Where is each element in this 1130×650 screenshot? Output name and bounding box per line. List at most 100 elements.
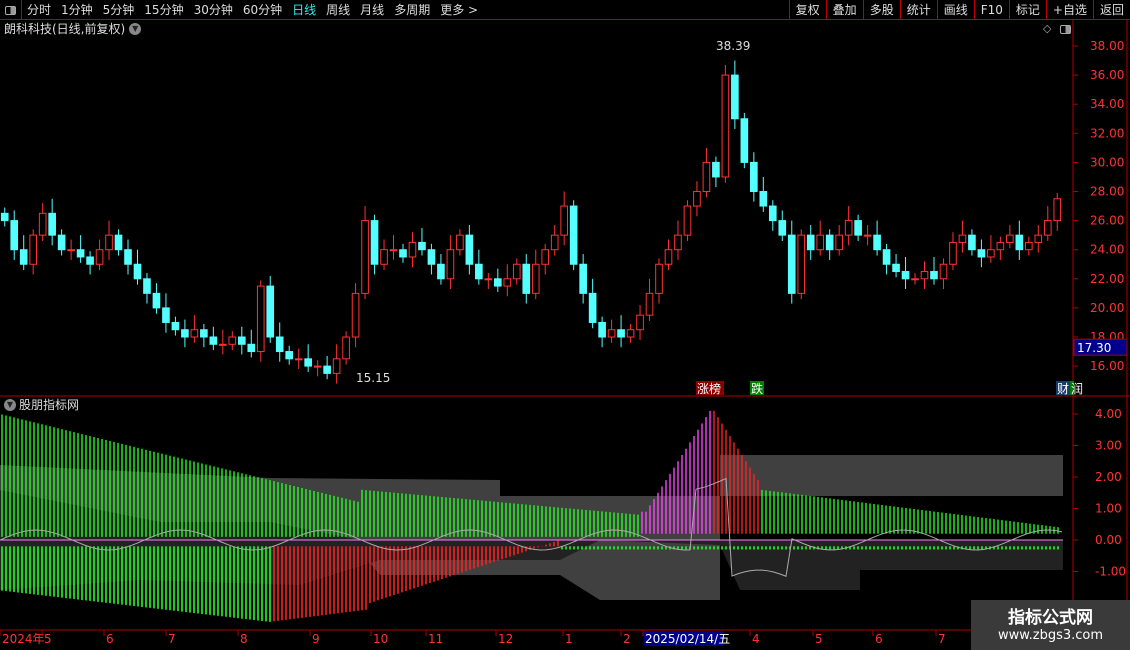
- toolbar-button[interactable]: +自选: [1045, 0, 1093, 20]
- toolbar-button[interactable]: 画线: [936, 0, 974, 20]
- toolbar-button[interactable]: 返回: [1092, 0, 1130, 20]
- current-price-box: [1073, 338, 1128, 356]
- toolbar-button[interactable]: 统计: [899, 0, 937, 20]
- candle-body: [171, 321, 180, 331]
- time-label: 2: [623, 632, 631, 646]
- candle-body: [892, 263, 900, 273]
- candle-body: [854, 220, 862, 236]
- period-tab[interactable]: 日线: [292, 3, 317, 17]
- candle-body: [1024, 241, 1033, 251]
- candle-body: [512, 263, 521, 280]
- time-label: 5: [44, 632, 52, 646]
- indicator-title[interactable]: ▼ 股朋指标网: [4, 398, 79, 412]
- candle-body: [209, 336, 218, 345]
- candle-body: [219, 343, 227, 346]
- chevron-down-icon[interactable]: ▼: [4, 399, 16, 411]
- price-tick-label: 22.00: [1090, 272, 1124, 286]
- price-tick-label: 34.00: [1090, 97, 1124, 111]
- period-tab[interactable]: 多周期: [394, 3, 431, 17]
- candle-body: [152, 292, 161, 309]
- period-tab[interactable]: 更多 >: [440, 3, 479, 17]
- candle-body: [181, 329, 189, 338]
- candle-body: [778, 220, 787, 236]
- cursor-date: 2025/02/14/五: [645, 632, 730, 646]
- time-label: 8: [240, 632, 248, 646]
- stock-title[interactable]: 朗科科技(日线,前复权) ▼: [4, 21, 142, 37]
- toolbar-buttons: 复权 叠加 多股 统计 画线 F10 标记 +自选 返回: [788, 0, 1130, 20]
- candle-body: [541, 249, 550, 265]
- time-label: 10: [373, 632, 388, 646]
- candle-body: [124, 249, 132, 265]
- candle-body: [949, 241, 957, 265]
- period-tab[interactable]: 1分钟: [61, 3, 93, 17]
- time-label: 7: [168, 632, 176, 646]
- toolbar-button[interactable]: 多股: [862, 0, 900, 20]
- price-tick-label: 30.00: [1090, 155, 1124, 169]
- diamond-icon[interactable]: ◇: [1043, 22, 1052, 35]
- candle-body: [114, 234, 123, 251]
- candle-body: [0, 212, 9, 222]
- indicator-tick-label: 0.00: [1095, 533, 1122, 547]
- candle-body: [389, 249, 398, 252]
- candle-body: [38, 212, 47, 236]
- candle-body: [636, 314, 644, 331]
- layout-toggle-button[interactable]: [0, 0, 22, 20]
- period-tab[interactable]: 月线: [360, 3, 385, 17]
- candle-body: [437, 263, 445, 280]
- candle-body: [95, 249, 104, 265]
- candle-body: [750, 161, 758, 192]
- candle-body: [247, 343, 256, 353]
- candle-body: [475, 263, 483, 280]
- candle-body: [721, 74, 730, 178]
- time-label: 5: [815, 632, 823, 646]
- candle-body: [162, 307, 170, 323]
- indicator-tick-label: -1.00: [1095, 565, 1126, 579]
- candle-body: [275, 336, 284, 353]
- indicator-tick-label: 4.00: [1095, 407, 1122, 421]
- chevron-down-icon[interactable]: ▼: [129, 23, 142, 35]
- candle-body: [380, 249, 388, 265]
- candle-body: [873, 234, 881, 251]
- period-tab[interactable]: 15分钟: [144, 3, 184, 17]
- candle-body: [133, 263, 142, 280]
- price-tick-label: 20.00: [1090, 301, 1124, 315]
- price-tick-label: 26.00: [1090, 214, 1124, 228]
- price-tick-label: 32.00: [1090, 126, 1124, 140]
- period-tab[interactable]: 5分钟: [102, 3, 135, 17]
- toolbar-button[interactable]: 叠加: [825, 0, 863, 20]
- period-tab[interactable]: 30分钟: [193, 3, 233, 17]
- toolbar-button[interactable]: 复权: [788, 0, 826, 20]
- candle-body: [484, 278, 493, 281]
- watermark: 指标公式网 www.zbgs3.com: [971, 600, 1130, 650]
- candle-body: [237, 336, 246, 345]
- candle-body: [968, 234, 976, 251]
- candle-body: [256, 285, 265, 353]
- period-tab[interactable]: 周线: [326, 3, 351, 17]
- candle-body: [285, 351, 294, 360]
- period-tab[interactable]: 60分钟: [242, 3, 283, 17]
- candle-body: [579, 263, 587, 294]
- time-label: 6: [106, 632, 114, 646]
- candle-body: [844, 220, 853, 236]
- marker-extra: 润: [1071, 382, 1083, 396]
- toolbar-button[interactable]: F10: [973, 0, 1009, 20]
- panel-icon[interactable]: [1060, 25, 1071, 34]
- toolbar-button[interactable]: 标记: [1008, 0, 1046, 20]
- candle-body: [787, 234, 796, 294]
- low-label: 15.15: [356, 371, 390, 385]
- period-tab[interactable]: 分时: [27, 3, 52, 17]
- candle-body: [920, 271, 929, 280]
- candle-body: [797, 234, 806, 294]
- candle-body: [19, 249, 28, 265]
- candle-body: [323, 365, 331, 374]
- indicator-tick-label: 3.00: [1095, 439, 1122, 453]
- candle-body: [655, 263, 663, 294]
- candle-body: [674, 234, 682, 251]
- candle-body: [816, 234, 825, 251]
- candle-body: [48, 212, 56, 236]
- candle-body: [67, 249, 75, 252]
- candle-body: [503, 278, 512, 287]
- candle-body: [190, 329, 199, 338]
- candle-body: [617, 329, 625, 338]
